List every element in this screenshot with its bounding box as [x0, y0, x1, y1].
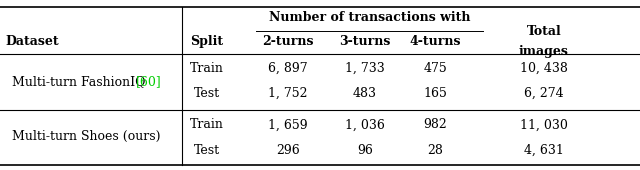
Text: 165: 165: [423, 87, 447, 100]
Text: images: images: [519, 45, 569, 58]
Text: 2-turns: 2-turns: [262, 35, 314, 48]
Text: Split: Split: [190, 35, 223, 48]
Text: 4, 631: 4, 631: [524, 144, 564, 157]
Text: 10, 438: 10, 438: [520, 62, 568, 74]
Text: Multi-turn FashionIQ: Multi-turn FashionIQ: [12, 75, 149, 88]
Text: 96: 96: [357, 144, 372, 157]
Text: Test: Test: [194, 144, 220, 157]
Text: 475: 475: [423, 62, 447, 74]
Text: 3-turns: 3-turns: [339, 35, 390, 48]
Text: Multi-turn Shoes (ours): Multi-turn Shoes (ours): [12, 130, 160, 143]
Text: 483: 483: [353, 87, 377, 100]
Text: 11, 030: 11, 030: [520, 118, 568, 131]
Text: 4-turns: 4-turns: [410, 35, 461, 48]
Text: 1, 659: 1, 659: [268, 118, 308, 131]
Text: 296: 296: [276, 144, 300, 157]
Text: Number of transactions with: Number of transactions with: [269, 11, 470, 24]
Text: Train: Train: [190, 62, 223, 74]
Text: Train: Train: [190, 118, 223, 131]
Text: Dataset: Dataset: [5, 35, 59, 48]
Text: [60]: [60]: [136, 75, 162, 88]
Text: 1, 036: 1, 036: [345, 118, 385, 131]
Text: Test: Test: [194, 87, 220, 100]
Text: Total: Total: [527, 25, 561, 38]
Text: 982: 982: [423, 118, 447, 131]
Text: 1, 733: 1, 733: [345, 62, 385, 74]
Text: 6, 897: 6, 897: [268, 62, 308, 74]
Text: 28: 28: [428, 144, 443, 157]
Text: 1, 752: 1, 752: [268, 87, 308, 100]
Text: 6, 274: 6, 274: [524, 87, 564, 100]
